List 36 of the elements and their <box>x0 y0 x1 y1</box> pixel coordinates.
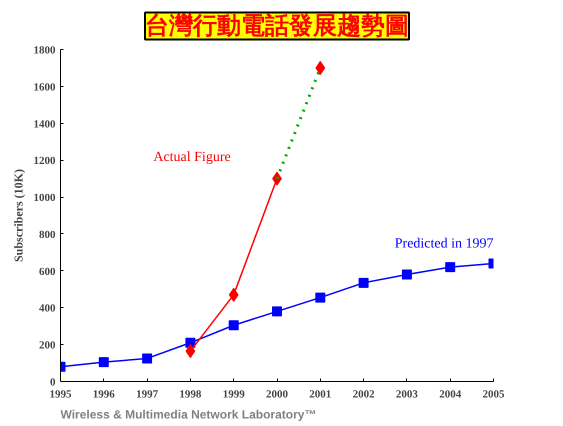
point <box>445 262 456 272</box>
x-tick-label: 2004 <box>439 388 462 400</box>
point <box>358 278 369 288</box>
point <box>272 306 282 316</box>
point <box>98 357 109 368</box>
x-tick-label: 1998 <box>179 388 202 400</box>
y-axis-title: Subscribers (10K) <box>12 168 26 262</box>
x-tick-label: 2002 <box>352 388 376 400</box>
point <box>228 320 239 330</box>
chart-title: 台灣行動電話發展趨勢圖 <box>145 12 409 40</box>
point <box>402 270 412 280</box>
y-tick-label: 1200 <box>34 155 56 168</box>
y-tick-label: 200 <box>39 340 56 352</box>
x-tick-label: 1995 <box>50 388 72 400</box>
y-tick-label: 400 <box>39 302 56 315</box>
x-tick-label: 1997 <box>136 388 159 400</box>
y-tick-label: 1000 <box>34 192 56 204</box>
x-tick-label: 2005 <box>482 388 505 400</box>
point <box>315 60 326 75</box>
y-tick-label: 1800 <box>34 44 56 56</box>
x-tick-label: 2003 <box>396 388 418 400</box>
y-tick-label: 1400 <box>34 118 56 130</box>
x-tick-label: 2001 <box>309 388 332 400</box>
x-tick-label: 2000 <box>266 388 288 400</box>
point <box>142 353 152 364</box>
y-tick-label: 1600 <box>34 81 56 94</box>
point <box>228 288 239 302</box>
y-tick-label: 600 <box>39 266 56 278</box>
point <box>315 292 326 303</box>
text: Wireless & Multimedia Network Laboratory™ <box>60 408 316 422</box>
series-label: Predicted in 1997 <box>394 236 494 252</box>
x-tick-label: 1999 <box>222 388 246 400</box>
text: Actual Figure <box>153 150 231 165</box>
y-tick-label: 800 <box>39 228 56 241</box>
y-tick-label: 0 <box>50 376 56 388</box>
x-tick-label: 1996 <box>92 388 116 400</box>
